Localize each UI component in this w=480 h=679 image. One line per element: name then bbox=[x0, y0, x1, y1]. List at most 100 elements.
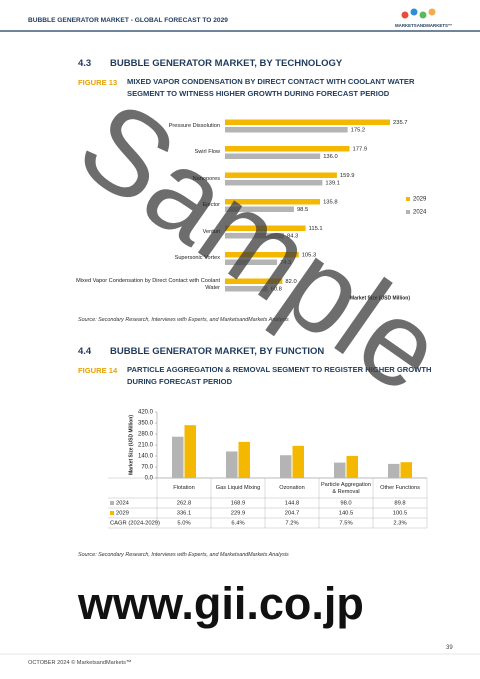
value-label: 60.8 bbox=[271, 287, 282, 293]
section-title: BUBBLE GENERATOR MARKET, BY TECHNOLOGY bbox=[110, 58, 343, 69]
legend-swatch bbox=[110, 511, 114, 515]
source: Source: Secondary Research, Interviews w… bbox=[78, 317, 289, 323]
category-label: Ejector bbox=[202, 202, 220, 208]
table-value: 7.2% bbox=[285, 521, 298, 527]
bar bbox=[280, 455, 292, 478]
category-label: Nanopores bbox=[192, 175, 220, 182]
axis-label: Market Size (USD Million) bbox=[350, 295, 410, 301]
bar bbox=[225, 259, 278, 265]
table-value: 7.5% bbox=[339, 521, 352, 527]
bar bbox=[225, 252, 299, 258]
category-label: Venturi bbox=[202, 228, 220, 235]
table-value: 6.4% bbox=[231, 521, 244, 527]
legend-swatch bbox=[110, 501, 114, 505]
y-tick-label: 420.0 bbox=[138, 410, 154, 416]
bar bbox=[172, 436, 184, 478]
section-number: 4.3 bbox=[78, 58, 92, 69]
legend-label: 2029 bbox=[413, 197, 427, 203]
bar bbox=[225, 278, 283, 284]
bar bbox=[225, 286, 268, 292]
row-label: CAGR (2024-2029) bbox=[110, 521, 160, 527]
bar bbox=[225, 119, 390, 125]
legend-label: 2024 bbox=[413, 210, 427, 216]
bar bbox=[225, 153, 321, 159]
category-label: Swirl Flow bbox=[194, 149, 220, 155]
legend-swatch bbox=[406, 197, 410, 201]
table-value: 262.8 bbox=[177, 501, 192, 507]
y-tick-label: 350.0 bbox=[138, 421, 154, 427]
bar bbox=[238, 441, 250, 478]
bar bbox=[225, 146, 350, 152]
x-tick-label: Gas Liquid Mixing bbox=[215, 485, 261, 492]
figure-label: FIGURE 13 bbox=[78, 78, 118, 87]
bar bbox=[225, 225, 306, 231]
value-label: 175.2 bbox=[351, 128, 366, 134]
watermark-url: www.gii.co.jp bbox=[78, 578, 364, 629]
legend-label: 2029 bbox=[116, 511, 129, 517]
table-value: 336.1 bbox=[177, 511, 192, 517]
value-label: 82.0 bbox=[285, 279, 296, 285]
value-label: 84.3 bbox=[287, 234, 298, 240]
value-label: 139.1 bbox=[325, 181, 340, 187]
section-title: BUBBLE GENERATOR MARKET, BY FUNCTION bbox=[110, 346, 325, 357]
bar bbox=[400, 462, 412, 478]
page-number: 39 bbox=[446, 645, 453, 651]
bar bbox=[292, 445, 304, 478]
logo-mark bbox=[401, 8, 436, 19]
category-label: Mixed Vapor Condensation by Direct Conta… bbox=[76, 278, 220, 291]
table-value: 2.3% bbox=[393, 521, 406, 527]
table-value: 204.7 bbox=[285, 511, 300, 517]
bar bbox=[225, 206, 294, 212]
value-label: 136.0 bbox=[323, 154, 338, 160]
figure-caption: PARTICLE AGGREGATION & REMOVAL SEGMENT T… bbox=[127, 365, 432, 386]
x-tick-label: Particle Aggregation & Removal bbox=[320, 482, 372, 495]
value-label: 159.9 bbox=[340, 173, 355, 179]
bar bbox=[225, 199, 321, 205]
table-value: 100.5 bbox=[393, 511, 408, 517]
y-tick-label: 70.0 bbox=[141, 465, 153, 471]
bar bbox=[184, 425, 196, 478]
bar bbox=[225, 172, 337, 178]
figure-caption: MIXED VAPOR CONDENSATION BY DIRECT CONTA… bbox=[127, 77, 415, 98]
value-label: 98.5 bbox=[297, 207, 308, 213]
y-tick-label: 0.0 bbox=[145, 476, 154, 482]
y-tick-label: 210.0 bbox=[138, 443, 154, 449]
value-label: 135.8 bbox=[323, 200, 338, 206]
legend-label: 2024 bbox=[116, 501, 130, 507]
x-tick-label: Other Functions bbox=[380, 485, 420, 492]
header-title: BUBBLE GENERATOR MARKET - GLOBAL FORECAS… bbox=[28, 17, 228, 24]
value-label: 105.3 bbox=[302, 253, 317, 259]
legend-swatch bbox=[406, 210, 410, 214]
category-label: Supersonic Vortex bbox=[174, 255, 220, 261]
bar bbox=[225, 127, 348, 133]
value-label: 177.9 bbox=[353, 147, 368, 153]
table-value: 229.9 bbox=[231, 511, 246, 517]
y-tick-label: 140.0 bbox=[138, 454, 154, 460]
y-tick-label: 280.0 bbox=[138, 432, 154, 438]
source: Source: Secondary Research, Interviews w… bbox=[78, 552, 289, 558]
value-label: 235.7 bbox=[393, 120, 408, 126]
figure-label: FIGURE 14 bbox=[78, 366, 118, 375]
footer-text: OCTOBER 2024 © MarketsandMarkets™ bbox=[28, 660, 132, 666]
bar bbox=[225, 233, 285, 239]
x-tick-label: Ozonation bbox=[279, 485, 305, 492]
bar bbox=[334, 462, 346, 478]
bar bbox=[346, 455, 358, 478]
bar bbox=[388, 463, 400, 478]
value-label: 115.1 bbox=[309, 226, 323, 232]
table-value: 144.8 bbox=[285, 501, 300, 507]
table-value: 168.9 bbox=[231, 501, 246, 507]
table-value: 140.5 bbox=[339, 511, 354, 517]
table-value: 89.8 bbox=[394, 501, 405, 507]
table-value: 98.0 bbox=[340, 501, 351, 507]
value-label: 74.3 bbox=[280, 260, 291, 266]
section-number: 4.4 bbox=[78, 346, 92, 357]
y-axis-label: Market Size (USD Million) bbox=[128, 415, 134, 475]
x-tick-label: Flotation bbox=[173, 485, 195, 492]
bar bbox=[226, 451, 238, 478]
category-label: Pressure Dissolution bbox=[168, 122, 220, 129]
table-value: 5.0% bbox=[177, 521, 190, 527]
bar bbox=[225, 180, 323, 186]
